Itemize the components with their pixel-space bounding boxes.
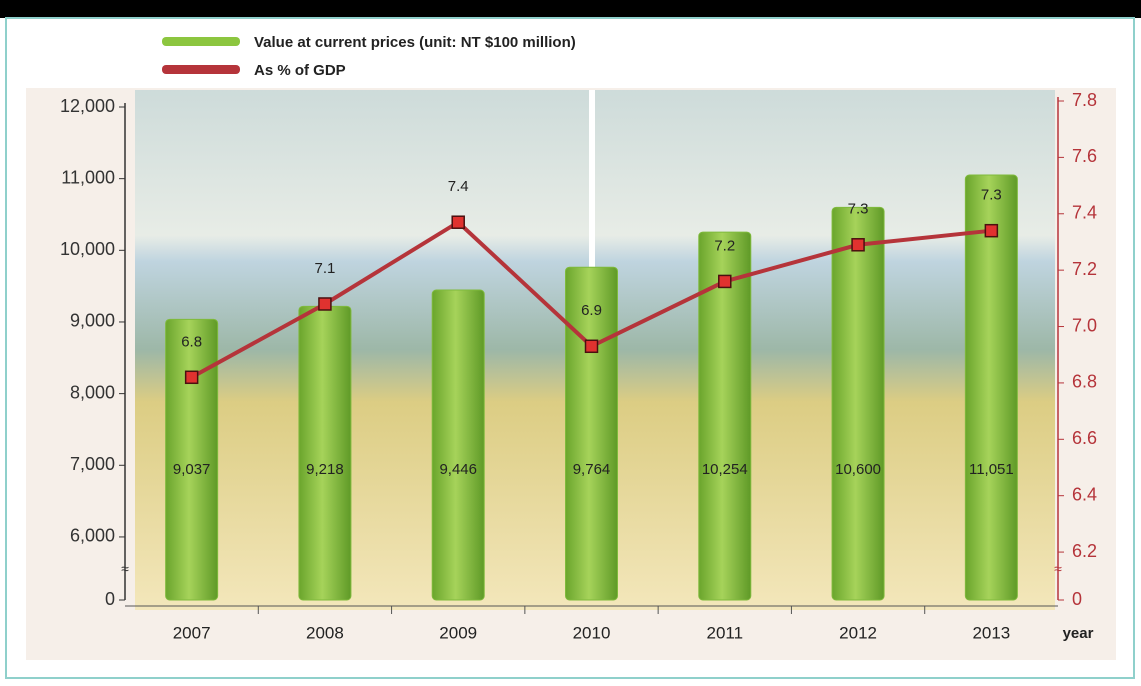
point-label: 7.1 [314, 260, 335, 277]
x-tick-label: 2012 [839, 623, 877, 642]
point [584, 339, 599, 354]
y-tick-label: 10,000 [60, 239, 115, 259]
point [318, 297, 332, 311]
y-tick-label: 6,000 [70, 526, 115, 546]
point [718, 274, 732, 289]
x-tick-label: 2008 [306, 623, 344, 642]
legend-label: Value at current prices (unit: NT $100 m… [254, 34, 576, 51]
axis-break: ≈ [1054, 561, 1062, 577]
point-label: 6.9 [581, 302, 602, 319]
legend-swatch [162, 37, 240, 46]
point-label: 6.8 [181, 333, 202, 350]
y-tick-label: 11,000 [61, 167, 115, 187]
y2-tick-label: 7.0 [1072, 315, 1097, 335]
title-strip [0, 0, 1141, 18]
x-tick-label: 2013 [972, 623, 1010, 642]
bar-value-label: 10,254 [702, 461, 748, 478]
bar [698, 231, 752, 601]
point-label: 7.4 [448, 178, 469, 195]
bar-value-label: 9,218 [306, 461, 344, 478]
y-tick-label: 9,000 [70, 311, 115, 331]
point-label: 7.2 [714, 237, 735, 254]
y2-tick-label: 7.8 [1072, 90, 1097, 110]
bar [565, 266, 618, 601]
y2-tick-label: 6.8 [1072, 372, 1097, 392]
point-label: 7.3 [848, 201, 869, 218]
y2-tick-label: 7.6 [1072, 146, 1097, 166]
axis-break: ≈ [121, 561, 129, 577]
legend-swatch [162, 65, 240, 74]
bar [831, 206, 885, 601]
bar-value-label: 11,051 [969, 461, 1014, 478]
y-tick-label: 12,000 [60, 96, 115, 116]
x-tick-label: 2009 [439, 623, 477, 642]
x-axis-label: year [1063, 625, 1094, 642]
point [984, 223, 999, 238]
bar-value-label: 9,764 [573, 461, 611, 478]
bar-value-label: 9,446 [439, 461, 477, 478]
x-tick-label: 2010 [573, 623, 611, 642]
legend-label: As % of GDP [254, 62, 346, 79]
bar [431, 289, 485, 601]
y2-tick-label: 6.2 [1072, 541, 1097, 561]
bar-value-label: 9,037 [173, 461, 211, 478]
bar [964, 174, 1018, 601]
y-tick-label: 7,000 [70, 454, 115, 474]
point [451, 215, 465, 229]
bar-value-label: 10,600 [835, 461, 881, 478]
y2-tick-label: 7.2 [1072, 259, 1097, 279]
y-tick-label: 0 [105, 589, 115, 609]
x-tick-label: 2011 [707, 623, 744, 642]
bar [165, 318, 219, 601]
point [184, 370, 199, 385]
y2-tick-label: 6.4 [1072, 484, 1097, 504]
x-tick-label: 2007 [173, 623, 211, 642]
y2-tick-label: 6.6 [1072, 428, 1097, 448]
point [851, 238, 865, 252]
y2-tick-label: 0 [1072, 589, 1082, 609]
y-tick-label: 8,000 [70, 382, 115, 402]
y2-tick-label: 7.4 [1072, 203, 1097, 223]
bar [298, 305, 352, 601]
point-label: 7.3 [981, 187, 1002, 204]
